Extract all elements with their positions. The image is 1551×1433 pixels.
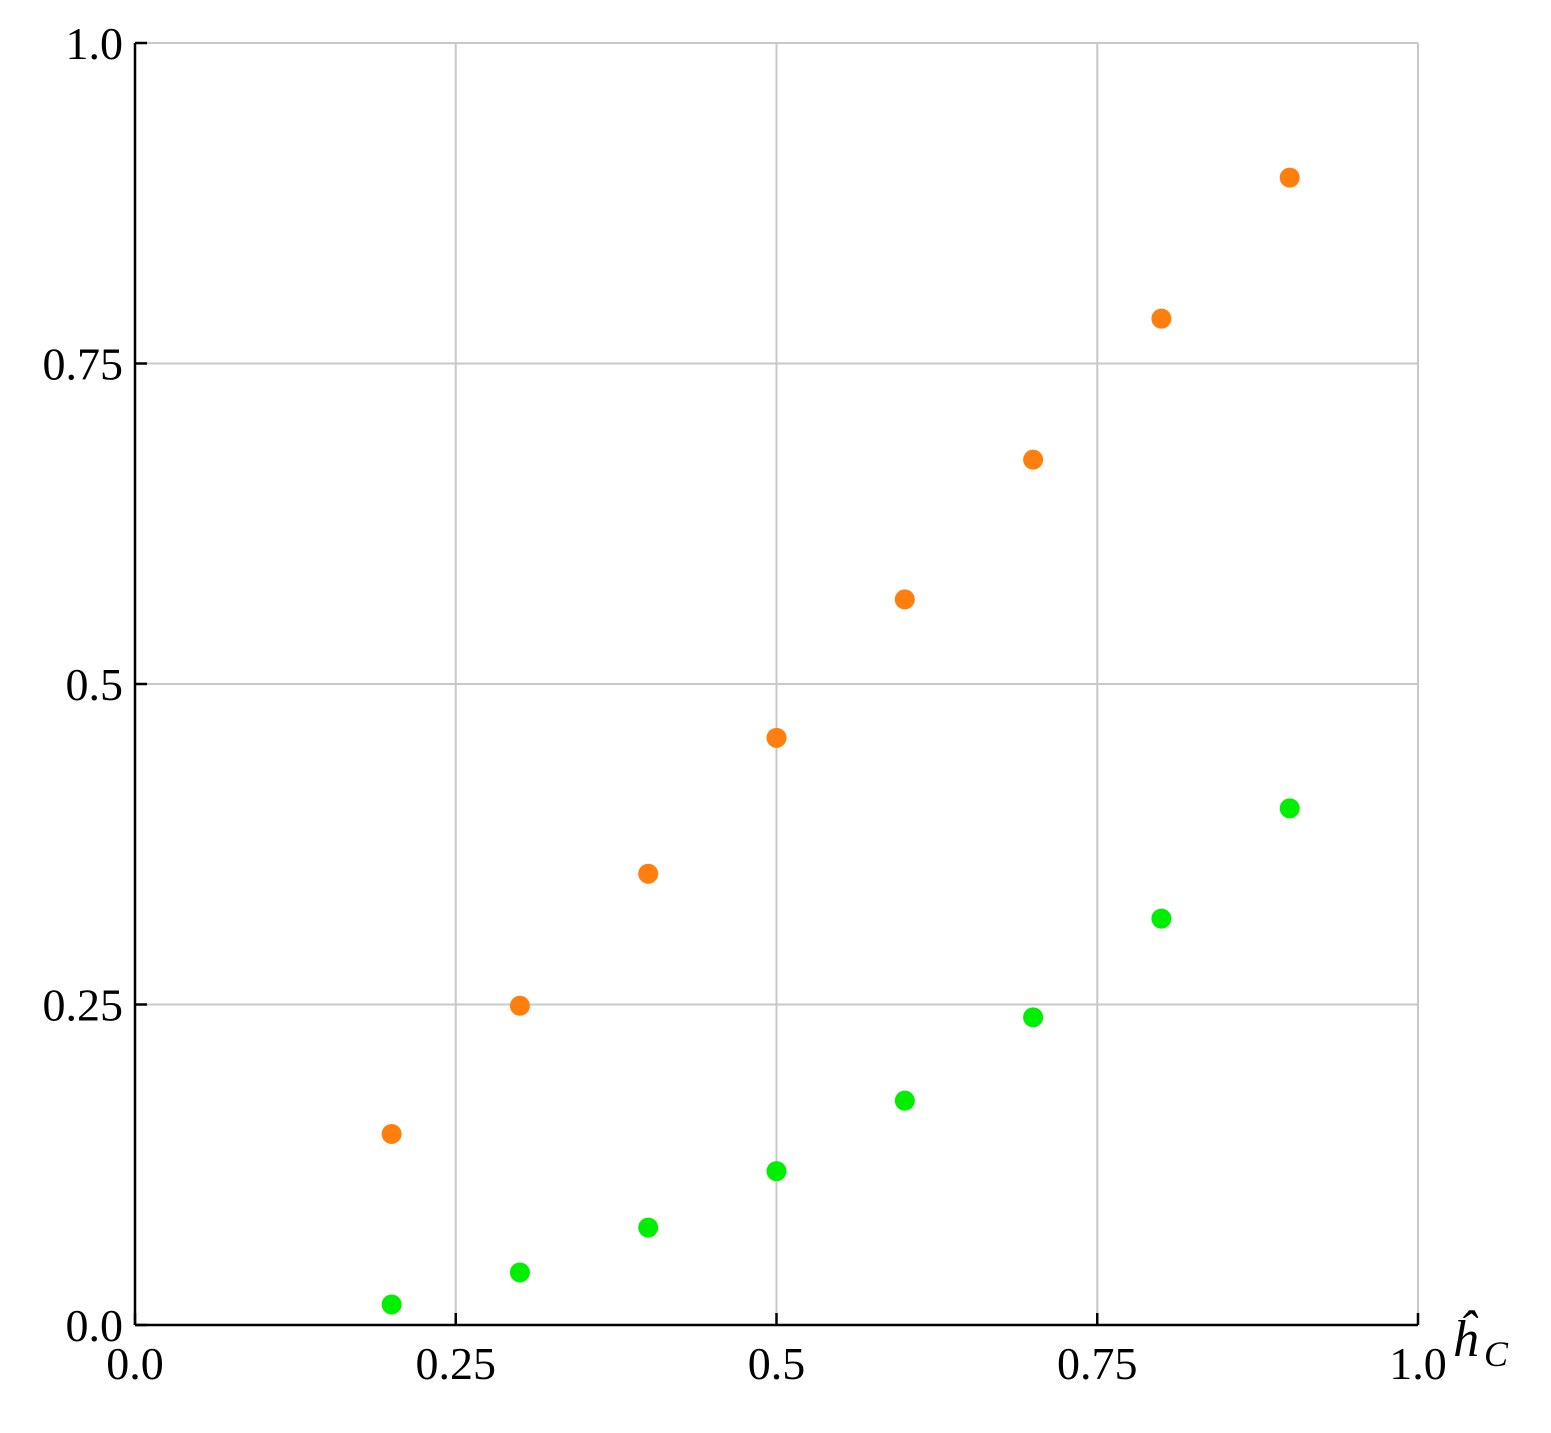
data-point [638,863,659,884]
x-tick-label: 0.25 [416,1338,497,1389]
x-axis-title: ĥ [1452,1309,1479,1368]
x-tick-label: 0.5 [748,1338,806,1389]
data-point [1279,167,1300,188]
data-point [509,995,530,1016]
data-point [1023,449,1044,470]
data-point [509,1262,530,1283]
grid [135,42,1419,1325]
y-tick-label: 0.75 [43,339,124,390]
y-tick-label: 0.5 [66,659,124,710]
x-axis-title-subscript: C [1484,1334,1509,1374]
data-point [894,1090,915,1111]
tick-labels: 0.0 0.25 0.5 0.75 1.0 0.0 0.25 0.5 0.75 1.0 [43,18,1447,1389]
axes [133,41,1420,1327]
data-points [381,167,1300,1315]
y-tick-label: 1.0 [66,18,124,69]
data-point [1151,908,1172,929]
data-point [1023,1007,1044,1028]
data-point [766,727,787,748]
data-point [638,1217,659,1238]
y-tick-label: 0.25 [43,980,124,1031]
data-point [1151,308,1172,329]
x-tick-label: 0.0 [106,1338,164,1389]
data-point [766,1161,787,1182]
data-point [894,589,915,610]
data-point [381,1294,402,1315]
y-tick-label: 0.0 [66,1300,124,1351]
x-tick-label: 0.75 [1057,1338,1138,1389]
data-point [1279,798,1300,819]
data-point [381,1123,402,1144]
x-tick-label: 1.0 [1389,1338,1447,1389]
